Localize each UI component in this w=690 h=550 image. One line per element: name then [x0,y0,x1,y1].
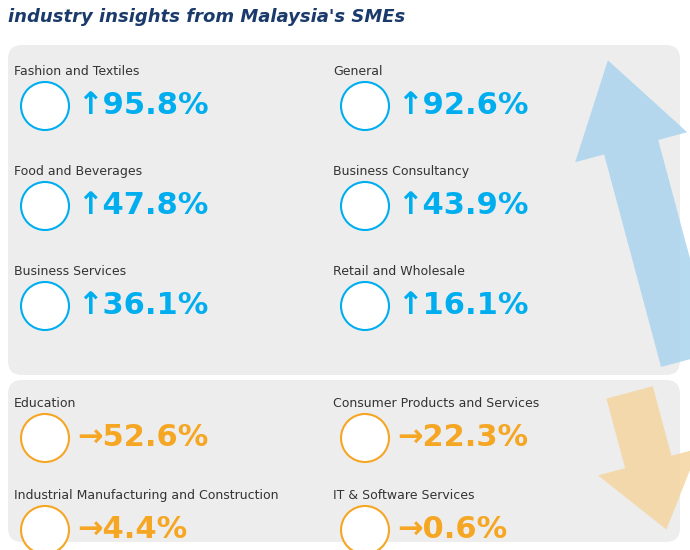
Circle shape [341,82,389,130]
Text: ↑95.8%: ↑95.8% [77,91,208,120]
Text: Industrial Manufacturing and Construction: Industrial Manufacturing and Constructio… [14,489,279,502]
Text: →52.6%: →52.6% [77,424,208,453]
FancyBboxPatch shape [8,45,680,375]
Text: →0.6%: →0.6% [397,515,507,544]
Text: Retail and Wholesale: Retail and Wholesale [333,265,465,278]
Text: Fashion and Textiles: Fashion and Textiles [14,65,139,78]
Text: ↑47.8%: ↑47.8% [77,191,208,221]
FancyBboxPatch shape [8,380,680,542]
Text: Consumer Products and Services: Consumer Products and Services [333,397,540,410]
Text: →4.4%: →4.4% [77,515,187,544]
Circle shape [341,282,389,330]
Circle shape [21,282,69,330]
Text: Business Consultancy: Business Consultancy [333,165,469,178]
Text: ↑43.9%: ↑43.9% [397,191,529,221]
Text: →22.3%: →22.3% [397,424,528,453]
Circle shape [21,182,69,230]
Circle shape [21,506,69,550]
Polygon shape [575,60,690,367]
Text: industry insights from Malaysia's SMEs: industry insights from Malaysia's SMEs [8,8,405,26]
Text: ↑36.1%: ↑36.1% [77,292,208,321]
Text: IT & Software Services: IT & Software Services [333,489,475,502]
Polygon shape [598,386,690,530]
Text: Food and Beverages: Food and Beverages [14,165,142,178]
Circle shape [341,414,389,462]
Circle shape [341,506,389,550]
Text: Business Services: Business Services [14,265,126,278]
Text: ↑16.1%: ↑16.1% [397,292,529,321]
Circle shape [341,182,389,230]
Circle shape [21,414,69,462]
Circle shape [21,82,69,130]
Text: Education: Education [14,397,77,410]
Text: General: General [333,65,382,78]
Text: ↑92.6%: ↑92.6% [397,91,529,120]
